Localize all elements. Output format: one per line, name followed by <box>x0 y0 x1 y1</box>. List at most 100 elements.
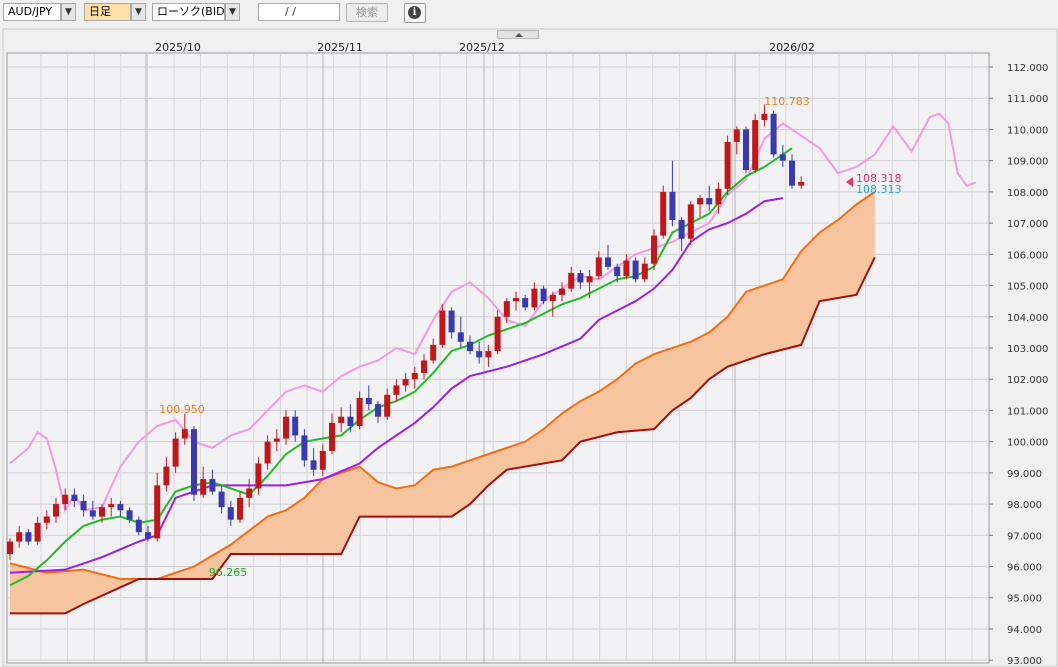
candle-body <box>43 516 50 523</box>
prior-high-label: 100.950 <box>159 403 205 416</box>
y-tick-label: 100.000 <box>1007 438 1048 449</box>
info-icon: i <box>408 6 421 19</box>
plot-area <box>6 52 990 664</box>
candle-body <box>733 129 740 142</box>
candle-body <box>531 288 538 308</box>
chikou-span-line <box>9 112 977 514</box>
candle-body <box>25 532 32 542</box>
candle-body <box>126 510 133 520</box>
candle-body <box>559 288 565 295</box>
candle-body <box>301 435 308 461</box>
y-tick-label: 108.000 <box>1007 188 1048 199</box>
candle-body <box>108 504 115 508</box>
candle-body <box>660 191 667 236</box>
currency-pair-dropdown-icon[interactable]: ▼ <box>61 3 76 21</box>
candle-body <box>752 120 759 171</box>
grid <box>7 53 989 663</box>
candle-body <box>724 141 731 189</box>
date-input[interactable]: / / <box>258 3 340 21</box>
candle-body <box>7 541 13 555</box>
candle-body <box>62 494 69 505</box>
indicator-lines <box>9 112 977 587</box>
chart-kind-select[interactable]: ローソク(BID) <box>152 3 225 21</box>
candle-body <box>338 416 345 423</box>
tenkan-sen-line <box>9 147 793 587</box>
candle-body <box>273 438 280 442</box>
candle-body <box>135 519 142 533</box>
candle-body <box>154 485 161 539</box>
candle-body <box>687 204 694 239</box>
month-label-dec: 2025/12 <box>459 41 505 54</box>
candle-body <box>255 463 262 489</box>
currency-pair-select[interactable]: AUD/JPY <box>3 3 61 21</box>
y-tick-label: 95.000 <box>1007 594 1042 605</box>
candle-body <box>623 260 630 277</box>
candle-body <box>292 416 299 436</box>
candle-body <box>145 532 151 539</box>
candle-body <box>283 416 289 439</box>
candle-body <box>319 451 326 470</box>
timeframe-select[interactable]: 日足 <box>84 3 131 21</box>
y-tick-label: 99.000 <box>1007 469 1042 480</box>
candle-body <box>503 301 510 317</box>
candle-body <box>577 273 584 283</box>
candle-body <box>678 219 685 239</box>
candle-body <box>310 460 317 470</box>
toolbar: AUD/JPY ▼ 日足 ▼ ローソク(BID) ▼ / / 検索 i <box>0 0 1058 26</box>
candle-body <box>789 160 795 186</box>
candle-body <box>439 310 446 345</box>
candle-body <box>430 344 437 361</box>
candle-body <box>264 441 271 464</box>
y-tick-label: 98.000 <box>1007 500 1042 511</box>
y-tick-label: 107.000 <box>1007 219 1048 230</box>
candle-body <box>347 416 354 427</box>
candle-body <box>246 488 253 498</box>
bid-marker-icon <box>846 177 853 187</box>
y-tick-label: 94.000 <box>1007 625 1042 636</box>
timeframe-dropdown-icon[interactable]: ▼ <box>131 3 146 21</box>
y-tick-label: 97.000 <box>1007 531 1042 542</box>
candle-body <box>586 276 593 283</box>
candle-body <box>513 298 519 302</box>
candle-body <box>117 504 124 511</box>
candle-body <box>669 191 676 220</box>
candle-body <box>632 260 639 280</box>
candle-body <box>706 198 713 205</box>
kijun-sen-line <box>9 197 783 574</box>
candle-body <box>485 351 492 358</box>
candle-body <box>697 198 703 205</box>
candle-body <box>568 273 575 289</box>
y-tick-label: 112.000 <box>1007 63 1048 74</box>
month-label-nov: 2025/11 <box>317 41 363 54</box>
candle-body <box>237 497 243 520</box>
candle-body <box>540 288 547 302</box>
candle-body <box>779 154 786 161</box>
y-tick-label: 103.000 <box>1007 344 1048 355</box>
candle-body <box>329 422 335 452</box>
ask-price-label: 108.313 <box>856 183 902 196</box>
candle-body <box>421 360 427 373</box>
senkou-span-a-line <box>9 191 876 581</box>
candle-body <box>218 491 225 508</box>
candle-body <box>467 341 473 352</box>
candle-body <box>770 113 777 155</box>
y-tick-label: 105.000 <box>1007 282 1048 293</box>
search-button[interactable]: 検索 <box>346 3 388 22</box>
candle-body <box>200 479 207 495</box>
bid-price-label: 108.318 <box>856 172 902 185</box>
y-tick-label: 102.000 <box>1007 375 1048 386</box>
y-tick-label: 110.000 <box>1007 125 1048 136</box>
candle-body <box>191 429 197 495</box>
price-annotations: 110.783 100.950 96.265 108.318 108.313 <box>159 95 901 579</box>
collapse-panel-button[interactable] <box>497 30 539 39</box>
y-tick-label: 104.000 <box>1007 313 1048 324</box>
candle-body <box>80 500 87 511</box>
candle-body <box>715 188 722 205</box>
y-tick-label: 93.000 <box>1007 656 1042 667</box>
info-button[interactable]: i <box>404 3 426 23</box>
high-price-label: 110.783 <box>764 95 810 108</box>
chart-kind-dropdown-icon[interactable]: ▼ <box>225 3 240 21</box>
y-tick-label: 101.000 <box>1007 406 1048 417</box>
candle-body <box>641 263 648 280</box>
